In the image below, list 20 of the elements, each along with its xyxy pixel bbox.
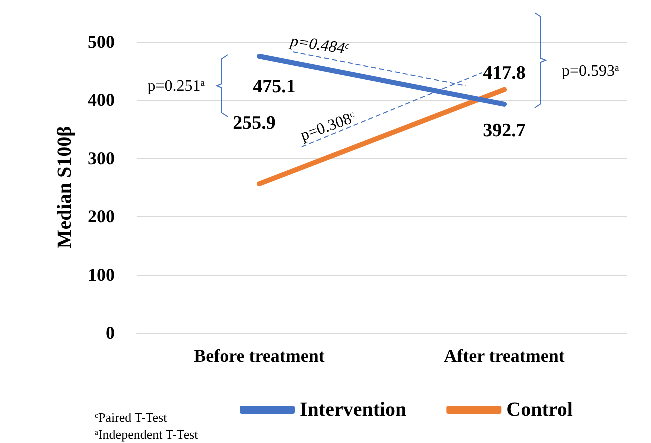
data-label: 417.8: [483, 62, 526, 84]
legend-label: Control: [506, 399, 574, 421]
y-axis-title: Median S100β: [54, 126, 76, 249]
annotation: p=0.251$^{a}$: [148, 78, 206, 95]
legend-label: Intervention: [300, 399, 407, 421]
y-tick-label: 200: [88, 206, 115, 227]
annotation: p=0.484$^{c}$: [288, 32, 352, 58]
x-tick-label: Before treatment: [194, 346, 325, 366]
text: $^{a}$Independent T-Test: [95, 427, 199, 442]
data-label: 392.7: [483, 120, 526, 142]
annotation: p=0.593$^{a}$: [562, 62, 620, 80]
y-tick-label: 0: [106, 323, 115, 343]
y-tick-label: 300: [88, 148, 115, 168]
x-tick-label: After treatment: [444, 346, 565, 366]
text: $^{c}$Paired T-Test: [95, 410, 168, 425]
y-tick-label: 500: [88, 32, 115, 52]
data-label: 255.9: [233, 113, 276, 134]
y-tick-label: 100: [88, 264, 115, 285]
data-label: 475.1: [253, 76, 296, 98]
y-tick-label: 400: [88, 90, 115, 110]
